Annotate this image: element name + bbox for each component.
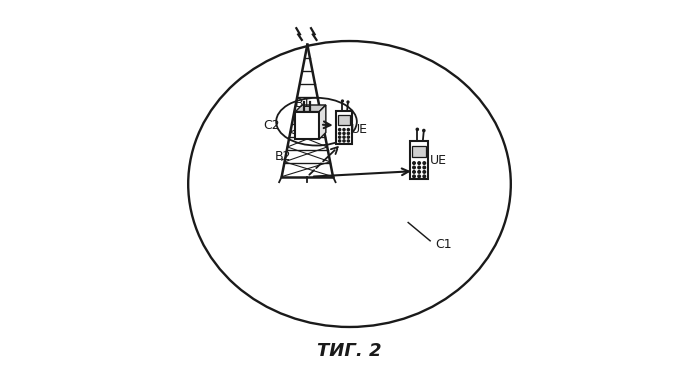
Circle shape xyxy=(338,136,340,138)
Bar xyxy=(412,146,426,157)
Circle shape xyxy=(418,162,420,164)
Circle shape xyxy=(418,175,420,178)
Text: ΤИГ. 2: ΤИГ. 2 xyxy=(317,342,382,360)
Circle shape xyxy=(347,132,350,134)
Circle shape xyxy=(423,162,426,164)
Circle shape xyxy=(338,140,340,142)
Circle shape xyxy=(347,136,350,138)
Circle shape xyxy=(338,128,340,131)
Polygon shape xyxy=(319,105,326,139)
Text: C2: C2 xyxy=(264,119,280,132)
Circle shape xyxy=(342,100,343,102)
Text: B1: B1 xyxy=(294,97,311,110)
Bar xyxy=(338,116,350,124)
Text: B2: B2 xyxy=(274,150,291,163)
Text: UE: UE xyxy=(429,154,447,167)
Circle shape xyxy=(347,140,350,142)
Text: UE: UE xyxy=(352,123,368,135)
Circle shape xyxy=(423,130,425,132)
Circle shape xyxy=(418,166,420,169)
Circle shape xyxy=(423,175,426,178)
Text: C1: C1 xyxy=(435,238,452,251)
Circle shape xyxy=(412,162,415,164)
Circle shape xyxy=(423,171,426,173)
Bar xyxy=(336,111,352,144)
Circle shape xyxy=(343,132,345,134)
Circle shape xyxy=(418,171,420,173)
Polygon shape xyxy=(296,105,326,112)
Circle shape xyxy=(343,136,345,138)
Circle shape xyxy=(412,166,415,169)
Bar xyxy=(410,141,428,180)
Circle shape xyxy=(412,175,415,178)
Circle shape xyxy=(343,140,345,142)
Circle shape xyxy=(347,101,349,103)
Circle shape xyxy=(423,166,426,169)
Bar xyxy=(296,112,319,139)
Circle shape xyxy=(347,128,350,131)
Circle shape xyxy=(412,171,415,173)
Circle shape xyxy=(338,132,340,134)
Circle shape xyxy=(343,128,345,131)
Circle shape xyxy=(416,128,419,131)
